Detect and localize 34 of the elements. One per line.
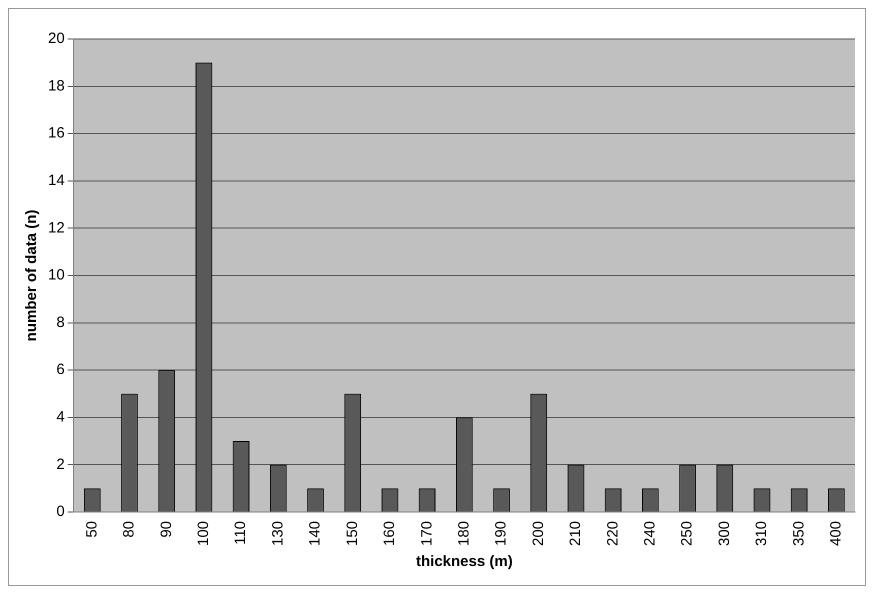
x-tick-label: 240 [642, 520, 659, 546]
x-tick-label: 180 [455, 520, 472, 546]
x-tick-label: 110 [232, 520, 250, 545]
y-tick-label: 2 [56, 456, 65, 473]
y-tick-label: 14 [48, 172, 65, 190]
y-tick-label: 0 [56, 503, 65, 520]
y-tick-label: 8 [56, 314, 65, 331]
x-tick-label: 170 [418, 520, 436, 546]
x-tick-label: 250 [678, 520, 696, 546]
y-tick-label: 4 [56, 408, 65, 426]
x-tick-label: 200 [530, 520, 547, 546]
x-tick-label: 90 [158, 520, 175, 538]
x-tick-label: 190 [492, 520, 510, 546]
x-tick-label: 150 [344, 520, 361, 546]
y-tick-label: 18 [48, 77, 65, 94]
x-axis-title: thickness (m) [416, 553, 513, 570]
x-tick-label: 100 [195, 520, 212, 546]
x-tick-label: 160 [381, 520, 398, 546]
x-tick-label: 300 [716, 520, 733, 546]
x-tick-label: 310 [753, 520, 770, 546]
x-tick-label: 210 [567, 520, 584, 546]
x-tick-label: 400 [828, 520, 845, 546]
y-tick-label: 16 [48, 124, 65, 142]
x-tick-label: 140 [306, 520, 324, 546]
x-tick-label: 220 [604, 520, 622, 546]
y-tick-label: 6 [56, 361, 65, 378]
x-tick-label: 350 [790, 520, 808, 546]
y-axis-title: number of data (n) [23, 210, 40, 342]
x-tick-label: 130 [269, 520, 286, 546]
y-tick-label: 20 [48, 30, 65, 48]
y-tick-label: 10 [48, 266, 65, 284]
y-tick-label: 12 [48, 219, 65, 236]
x-tick-label: 50 [83, 520, 100, 538]
x-tick-label: 80 [120, 520, 138, 538]
